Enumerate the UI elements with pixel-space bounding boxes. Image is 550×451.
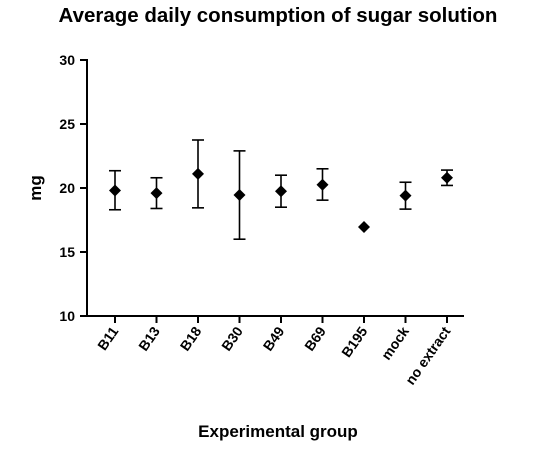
- x-tick-label: B195: [338, 323, 370, 360]
- y-tick-label: 20: [59, 180, 75, 196]
- x-tick-label: B11: [94, 323, 122, 353]
- data-point-marker: [275, 185, 287, 198]
- y-axis-title: mg: [26, 175, 45, 201]
- x-tick-label: B49: [260, 323, 288, 353]
- y-tick-label: 10: [59, 308, 75, 324]
- y-tick-label: 15: [59, 244, 75, 260]
- y-axis-ticks: 10 15 20 25 30: [59, 52, 87, 324]
- y-tick-label: 25: [59, 116, 75, 132]
- data-point-marker: [316, 178, 329, 191]
- data-point-marker: [150, 187, 163, 200]
- data-point-marker: [358, 221, 370, 234]
- data-point-marker: [233, 189, 246, 202]
- y-tick-label: 30: [59, 52, 75, 68]
- x-tick-label: B13: [135, 323, 163, 353]
- chart-title: Average daily consumption of sugar solut…: [59, 4, 498, 27]
- x-axis-title: Experimental group: [198, 422, 358, 441]
- data-point-marker: [109, 184, 121, 197]
- data-point-marker: [192, 167, 204, 180]
- data-point-marker: [441, 171, 453, 184]
- x-tick-label: B18: [177, 323, 205, 353]
- x-tick-label: mock: [378, 323, 412, 362]
- x-tick-label: B30: [218, 323, 246, 353]
- data-points: [109, 139, 453, 240]
- x-tick-label: B69: [301, 323, 329, 353]
- data-point-marker: [399, 189, 412, 202]
